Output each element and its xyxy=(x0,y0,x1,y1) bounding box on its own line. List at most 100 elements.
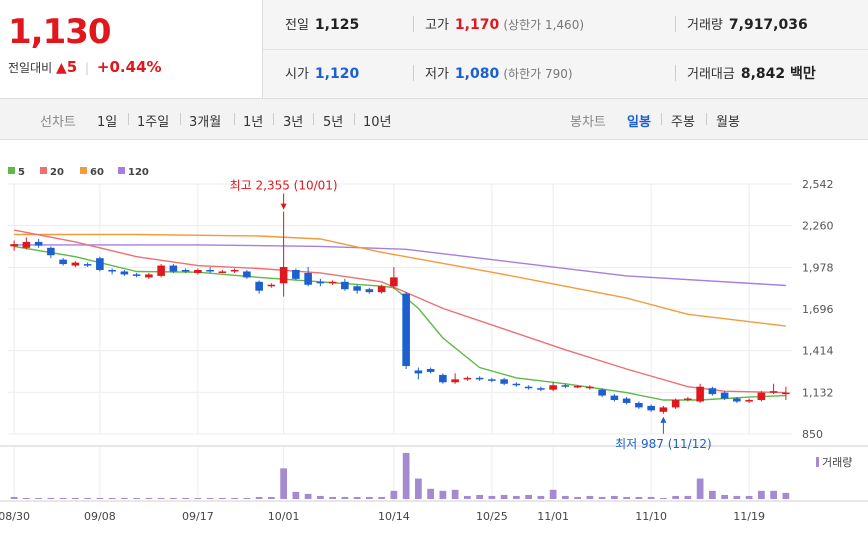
volume-bar xyxy=(574,496,581,499)
candle-body xyxy=(659,407,668,412)
volume-bar xyxy=(782,492,790,499)
candle xyxy=(720,391,729,401)
candle xyxy=(524,385,533,390)
candle-body xyxy=(733,398,741,402)
candle-body xyxy=(341,281,349,290)
volume-bar xyxy=(647,496,655,499)
y-tick-label: 2,260 xyxy=(802,220,834,233)
candle-body xyxy=(22,241,31,248)
candle xyxy=(488,377,496,383)
period-10y[interactable]: 10년 xyxy=(363,115,392,130)
volume-bar xyxy=(268,496,275,499)
annotation-label: 최저 987 (11/12) xyxy=(615,437,712,451)
candle xyxy=(169,264,178,273)
period-3y[interactable]: 3년 xyxy=(283,115,304,130)
candle xyxy=(353,284,361,294)
up-arrow-icon: ▲ xyxy=(56,60,67,76)
candle xyxy=(145,272,153,279)
legend-label: 60 xyxy=(90,167,104,178)
candle xyxy=(341,278,349,291)
candle xyxy=(181,268,190,273)
candle xyxy=(96,256,104,272)
x-tick-label: 11/01 xyxy=(537,510,569,523)
upper-limit: (상한가 1,460) xyxy=(503,18,585,32)
candle-body xyxy=(414,370,423,374)
candle-body xyxy=(488,379,496,381)
y-tick-label: 850 xyxy=(802,428,823,441)
volume-legend-label: 거래량 xyxy=(822,456,852,469)
candle xyxy=(561,383,570,389)
high-value: 1,170 xyxy=(454,17,500,33)
volume-bar xyxy=(170,497,177,499)
volume-bar xyxy=(133,497,140,499)
candle-daily[interactable]: 일봉 xyxy=(627,115,651,130)
y-tick-label: 1,696 xyxy=(802,303,834,316)
volume-bar xyxy=(353,496,361,499)
price-change: 전일대비 ▲5 | +0.44% xyxy=(8,58,162,76)
candle xyxy=(549,382,557,392)
amount-cell: 거래대금 8,842 백만 xyxy=(687,63,816,83)
candle xyxy=(635,401,643,409)
candle xyxy=(132,272,141,278)
candle-body xyxy=(47,247,55,256)
candle xyxy=(267,283,276,288)
period-1w[interactable]: 1주일 xyxy=(137,115,170,130)
candle-body xyxy=(402,293,410,367)
candle-weekly[interactable]: 주봉 xyxy=(671,115,695,130)
candle xyxy=(230,268,239,273)
volume-bar xyxy=(219,497,226,499)
candle xyxy=(757,391,766,402)
volume-bar xyxy=(672,495,679,499)
candle xyxy=(71,261,80,268)
candle xyxy=(451,373,459,384)
volume-bar xyxy=(255,496,263,499)
annotation-label: 최고 2,355 (10/01) xyxy=(230,179,338,193)
volume-bar xyxy=(206,497,214,499)
candle xyxy=(671,398,680,409)
candle-body xyxy=(561,385,570,387)
prev-close-cell: 전일 1,125 xyxy=(285,14,359,33)
candle xyxy=(390,267,398,290)
volume-bar xyxy=(721,494,728,499)
candle-monthly[interactable]: 월봉 xyxy=(716,115,740,130)
period-1y[interactable]: 1년 xyxy=(243,115,264,130)
legend-swatch xyxy=(8,167,15,174)
candle-body xyxy=(537,388,545,390)
volume-bar xyxy=(108,497,116,499)
period-1d[interactable]: 1일 xyxy=(97,115,118,130)
quote-info-panel: 전일 1,125 고가 1,170 (상한가 1,460) 거래량 7,917,036… xyxy=(262,0,868,99)
volume-bar xyxy=(537,495,545,499)
candle-body xyxy=(720,392,729,399)
candle xyxy=(439,373,447,384)
candle-body xyxy=(181,269,190,272)
x-tick-label: 09/08 xyxy=(84,510,116,523)
period-3m[interactable]: 3개월 xyxy=(189,115,222,130)
candle xyxy=(194,268,202,275)
x-tick-label: 10/14 xyxy=(378,510,410,523)
candle xyxy=(316,278,325,287)
line-chart-label: 선차트 xyxy=(40,115,76,130)
annotation-arrowhead xyxy=(280,203,287,210)
volume-bar xyxy=(243,497,251,499)
divider xyxy=(675,65,676,81)
volume-bar xyxy=(623,496,630,499)
volume-bar xyxy=(684,495,692,499)
change-value: 5 xyxy=(66,58,78,76)
amount-value: 8,842 백만 xyxy=(740,66,816,82)
candle xyxy=(377,284,386,294)
candle-body xyxy=(451,379,459,383)
period-5y[interactable]: 5년 xyxy=(323,115,344,130)
candle-body xyxy=(426,368,435,372)
candle-body xyxy=(524,386,533,389)
candle xyxy=(292,268,300,281)
candle-body xyxy=(157,265,165,276)
volume-bar xyxy=(280,468,287,499)
volume-bar xyxy=(231,497,238,499)
legend-label: 20 xyxy=(50,167,64,178)
candle-body xyxy=(635,402,643,408)
candle xyxy=(745,398,753,403)
x-tick-label: 11/10 xyxy=(635,510,667,523)
candle xyxy=(659,405,668,414)
candle xyxy=(206,267,214,273)
open-cell: 시가 1,120 xyxy=(285,63,359,82)
